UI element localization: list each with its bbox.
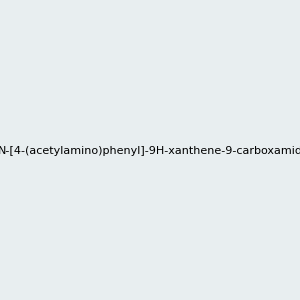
Text: N-[4-(acetylamino)phenyl]-9H-xanthene-9-carboxamide: N-[4-(acetylamino)phenyl]-9H-xanthene-9-…	[0, 146, 300, 157]
